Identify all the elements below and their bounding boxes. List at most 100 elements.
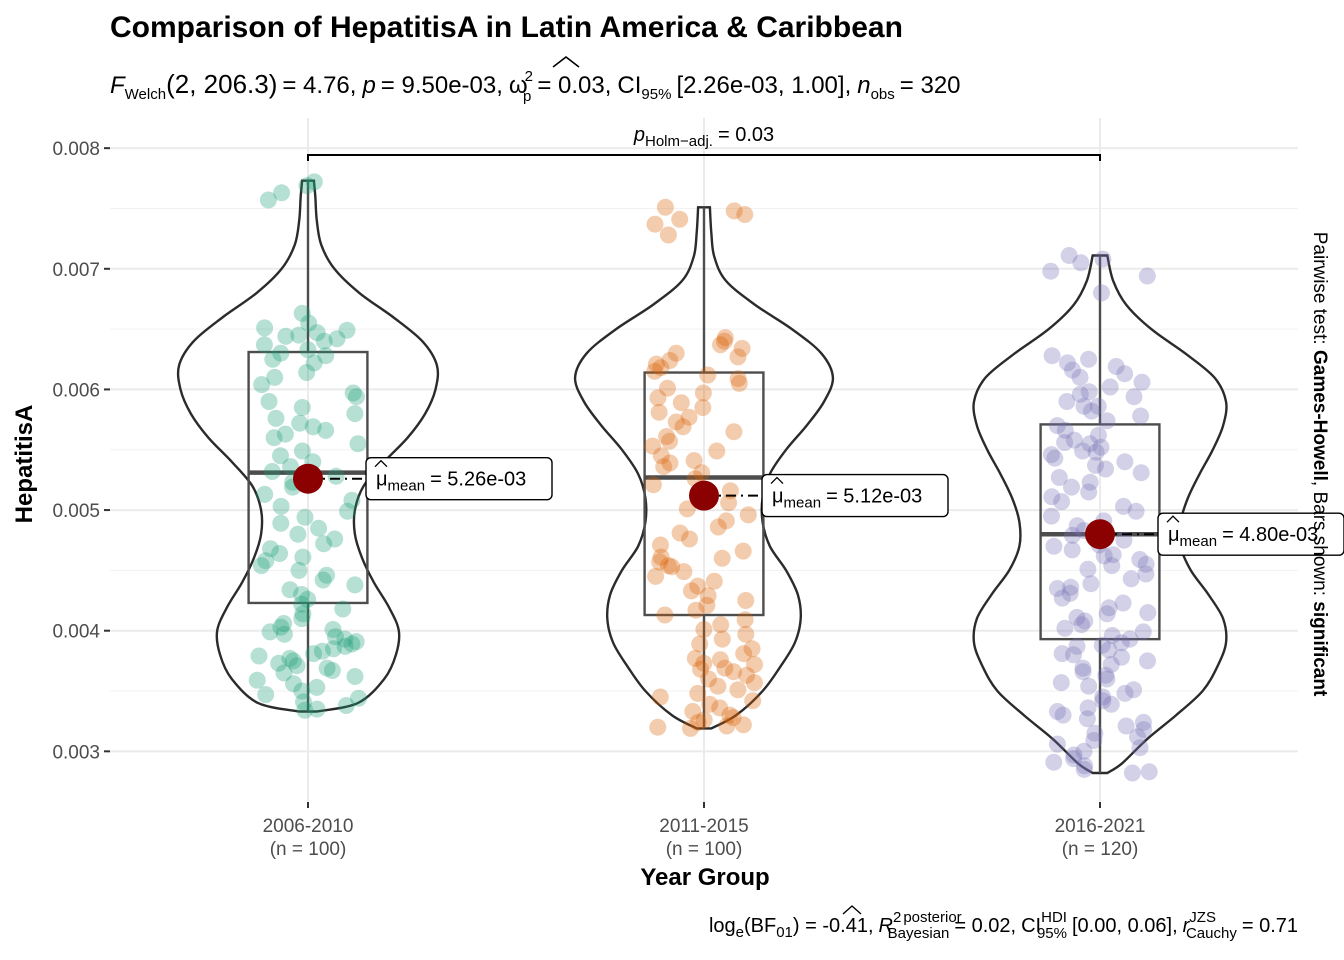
data-point [1053,645,1071,663]
data-point [694,399,712,416]
data-point [275,615,293,632]
data-point [1060,247,1078,264]
data-point [1093,636,1111,654]
data-point [1092,438,1110,456]
data-point [1097,460,1114,478]
data-point [260,393,278,410]
data-point [716,659,734,677]
mean-label: μmean = 5.12e-03 [772,486,922,512]
data-point [1095,547,1113,565]
data-point [262,540,279,558]
data-point [686,649,704,667]
y-tick-label: 0.006 [52,380,100,401]
data-point [1085,732,1103,749]
data-point [344,384,362,402]
data-point [1125,388,1143,406]
data-point [346,668,364,685]
data-point [718,717,736,735]
data-point [743,640,761,658]
subtitle-stat-value: = 4.76, [282,72,356,99]
caption-bf-e: e [736,924,744,941]
data-point [1059,354,1076,372]
data-point [1116,365,1134,383]
data-point [272,514,290,532]
y-axis-title: HepatitisA [11,405,38,524]
data-point [689,713,707,731]
data-point [293,442,311,460]
subtitle-n-value: = 320 [900,72,961,99]
data-point [1135,713,1152,731]
data-point [1081,435,1099,453]
side-label-prefix: Pairwise test: [1309,232,1330,350]
data-point [1061,584,1079,602]
data-point [1087,443,1105,461]
data-point [725,663,743,681]
data-point [667,344,685,362]
caption-bf-mid: (BF [744,915,776,937]
data-point [647,567,665,585]
data-point [663,558,681,576]
x-tick-n-label: (n = 100) [666,839,743,860]
subtitle-stat-name: F [110,72,126,99]
data-point [650,403,668,421]
data-point [1063,541,1081,559]
data-point [1140,763,1158,781]
subtitle-p-symbol: p [361,72,375,99]
subtitle-stat-sub: Welch [125,86,166,103]
data-point [272,447,289,465]
data-point [293,610,311,628]
chart-subtitle: FWelch(2, 206.3) = 4.76, p = 9.50e-03, ω2 p = … [110,68,961,105]
data-point [318,566,336,584]
data-point [261,623,279,641]
data-point [259,191,277,209]
caption-r-sub: Bayesian [888,925,950,942]
boxplots [247,180,1161,774]
data-point [1058,393,1076,410]
data-point [343,491,361,509]
data-point [1129,728,1146,746]
x-tick-label: 2011-2015 [659,816,748,837]
data-point [649,389,667,407]
caption-r-value: = 0.02, [954,915,1016,937]
data-point [1042,262,1060,280]
data-point [1068,517,1086,535]
data-point [1133,373,1151,391]
data-point [282,458,299,476]
data-point [255,336,273,354]
mean-markers: μmean = 5.26e-03 μmean = 5.12e-03 μmean = 4.8… [293,456,1344,556]
data-point [1043,507,1060,525]
data-point [709,518,727,536]
data-point [739,506,757,524]
data-point [272,497,290,515]
data-point [736,206,754,223]
data-point [667,413,685,431]
data-point [308,678,326,696]
caption-ci-sup: HDI [1041,909,1067,926]
data-point [1054,706,1072,724]
data-point [695,711,713,729]
data-point [304,418,322,436]
data-point [689,684,707,702]
caption-r-symbol: R [879,915,893,937]
data-point [649,718,667,736]
data-point [310,519,328,537]
data-point [1052,674,1070,692]
data-point [1117,717,1135,735]
data-point [656,606,674,624]
data-point [326,530,344,548]
subtitle-p-value: = 9.50e-03, [381,72,503,99]
caption-r2-sub: Cauchy [1186,925,1237,942]
data-point [659,226,677,244]
data-point [716,329,734,347]
y-tick-label: 0.004 [52,622,100,643]
data-point [349,435,367,453]
data-point [1094,688,1112,706]
data-point [713,549,731,567]
mean-point [293,463,323,494]
data-point [1115,497,1132,515]
data-point [682,582,700,600]
data-point [1125,681,1143,699]
data-point [305,645,323,663]
data-point [685,452,703,470]
y-axis: 0.003 0.004 0.005 0.006 0.007 0.008 [52,139,110,763]
